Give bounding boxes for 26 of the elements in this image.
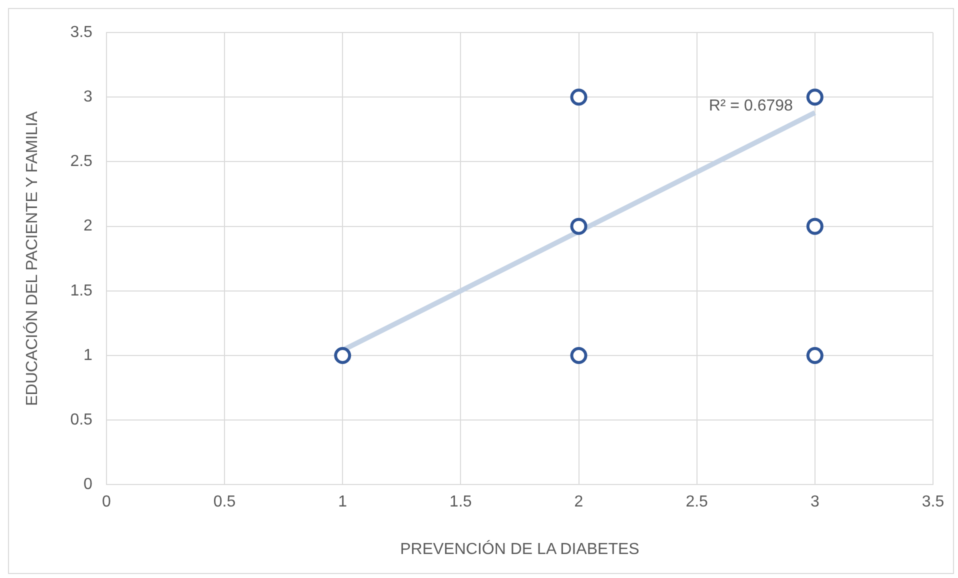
x-tick-label: 2 — [574, 494, 584, 511]
point — [806, 346, 824, 364]
annotation: R² = 0.6798 — [708, 98, 794, 115]
x-tick-label: 2.5 — [686, 494, 708, 511]
x-axis-title: PREVENCIÓN DE LA DIABETES — [400, 540, 640, 558]
y-tick-label: 1 — [84, 346, 93, 364]
y-tick-label: 0.5 — [70, 411, 93, 428]
x-tick-label: 3.5 — [922, 494, 944, 511]
x-tick-label: 0.5 — [213, 494, 236, 511]
x-tick-label: 1 — [338, 494, 348, 511]
x-tick-label: 0 — [102, 494, 111, 511]
y-tick-label: 3 — [84, 88, 93, 106]
point — [570, 346, 588, 364]
y-tick-label: 0 — [84, 476, 93, 494]
y-tick-label: 2.5 — [70, 153, 93, 170]
point — [806, 88, 824, 106]
point — [806, 218, 824, 235]
y-axis-title: EDUCACIÓN DEL PACIENTE Y FAMILIA — [23, 110, 42, 406]
x-tick-label: 1.5 — [450, 494, 472, 511]
x-tick-label: 3 — [810, 494, 820, 511]
y-tick-label: 2 — [84, 218, 93, 235]
y-tick-label: 3.5 — [70, 24, 93, 42]
point — [570, 218, 588, 235]
point — [334, 346, 352, 364]
y-tick-label: 1.5 — [70, 282, 93, 300]
point — [570, 88, 588, 106]
